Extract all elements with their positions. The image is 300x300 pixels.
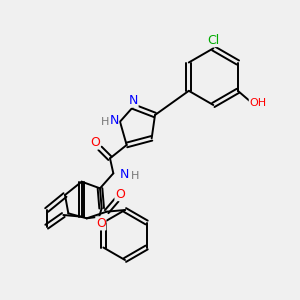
Text: O: O: [96, 217, 106, 230]
Text: OH: OH: [249, 98, 266, 109]
Text: N: N: [129, 94, 138, 107]
Text: O: O: [90, 136, 100, 149]
Text: H: H: [101, 117, 109, 127]
Text: N: N: [109, 113, 119, 127]
Text: N: N: [119, 169, 129, 182]
Text: Cl: Cl: [207, 34, 220, 46]
Text: H: H: [131, 171, 139, 181]
Text: O: O: [115, 188, 125, 200]
